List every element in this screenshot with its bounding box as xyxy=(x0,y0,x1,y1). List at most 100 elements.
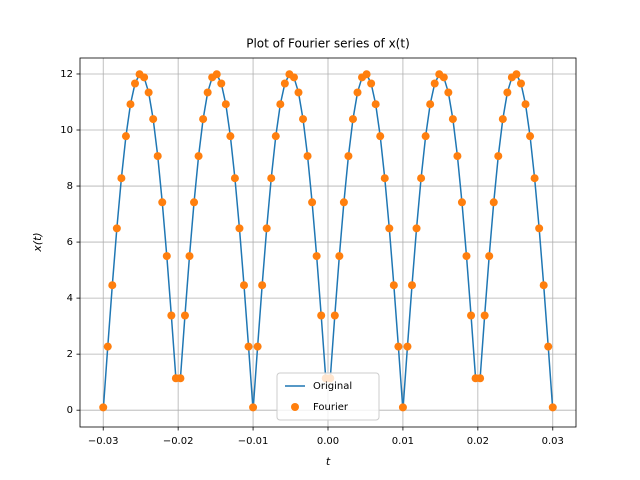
point xyxy=(421,132,430,141)
point xyxy=(362,70,371,79)
point xyxy=(344,152,353,161)
point xyxy=(526,132,535,141)
point xyxy=(276,100,285,109)
point xyxy=(348,115,357,124)
point xyxy=(221,100,230,109)
point xyxy=(521,100,530,109)
y-tick-label: 10 xyxy=(60,125,73,136)
y-tick-label: 0 xyxy=(67,405,73,416)
x-axis-label: t xyxy=(326,455,331,468)
legend-label: Fourier xyxy=(313,402,349,413)
point xyxy=(299,115,308,124)
point xyxy=(140,73,149,82)
point xyxy=(235,224,244,233)
point xyxy=(258,281,267,290)
point xyxy=(498,115,507,124)
point xyxy=(230,174,239,183)
point xyxy=(190,198,199,207)
point xyxy=(476,374,485,383)
point xyxy=(217,79,226,88)
y-tick-label: 6 xyxy=(67,237,73,248)
point xyxy=(444,88,453,97)
point xyxy=(167,311,176,320)
x-tick-label: −0.01 xyxy=(238,436,269,447)
point xyxy=(126,100,135,109)
point xyxy=(335,252,344,261)
point xyxy=(516,79,525,88)
point xyxy=(439,73,448,82)
x-tick-label: 0.01 xyxy=(392,436,414,447)
point xyxy=(103,342,112,351)
point xyxy=(280,79,289,88)
point xyxy=(149,115,158,124)
point xyxy=(203,88,212,97)
point xyxy=(267,174,276,183)
point xyxy=(426,100,435,109)
point xyxy=(312,252,321,261)
x-tick-label: 0.00 xyxy=(317,436,339,447)
legend-label: Original xyxy=(313,381,352,392)
point xyxy=(376,132,385,141)
legend: Original Fourier xyxy=(276,372,380,421)
point xyxy=(430,79,439,88)
point xyxy=(408,281,417,290)
point xyxy=(539,281,548,290)
point xyxy=(180,311,189,320)
point xyxy=(489,198,498,207)
point xyxy=(330,311,339,320)
point xyxy=(294,88,303,97)
point xyxy=(144,88,153,97)
point xyxy=(403,342,412,351)
point xyxy=(112,224,121,233)
point xyxy=(194,152,203,161)
point xyxy=(131,79,140,88)
point xyxy=(371,100,380,109)
point xyxy=(199,115,208,124)
point xyxy=(185,252,194,261)
point xyxy=(530,174,539,183)
point xyxy=(117,174,126,183)
point xyxy=(317,311,326,320)
point xyxy=(412,224,421,233)
x-tick-label: 0.03 xyxy=(542,436,564,447)
point xyxy=(108,281,117,290)
point xyxy=(462,252,471,261)
point xyxy=(121,132,130,141)
point xyxy=(467,311,476,320)
point xyxy=(485,252,494,261)
point xyxy=(512,70,521,79)
point xyxy=(544,342,553,351)
y-tick-label: 12 xyxy=(60,69,73,80)
point xyxy=(535,224,544,233)
point xyxy=(99,403,108,412)
point xyxy=(389,281,398,290)
point xyxy=(244,342,253,351)
point xyxy=(303,152,312,161)
point xyxy=(417,174,426,183)
point xyxy=(162,252,171,261)
point xyxy=(385,224,394,233)
point xyxy=(249,403,258,412)
point xyxy=(367,79,376,88)
point xyxy=(176,374,185,383)
legend-swatch xyxy=(291,403,299,411)
y-tick-label: 2 xyxy=(67,349,73,360)
point xyxy=(480,311,489,320)
point xyxy=(394,342,403,351)
point xyxy=(226,132,235,141)
y-tick-label: 4 xyxy=(67,293,73,304)
x-tick-label: −0.02 xyxy=(163,436,194,447)
point xyxy=(253,342,262,351)
axes-frame xyxy=(79,57,577,428)
point xyxy=(453,152,462,161)
point xyxy=(262,224,271,233)
point xyxy=(289,73,298,82)
point xyxy=(153,152,162,161)
point xyxy=(212,70,221,79)
point xyxy=(353,88,362,97)
x-tick-label: 0.02 xyxy=(467,436,489,447)
point xyxy=(158,198,167,207)
point xyxy=(398,403,407,412)
point xyxy=(380,174,389,183)
